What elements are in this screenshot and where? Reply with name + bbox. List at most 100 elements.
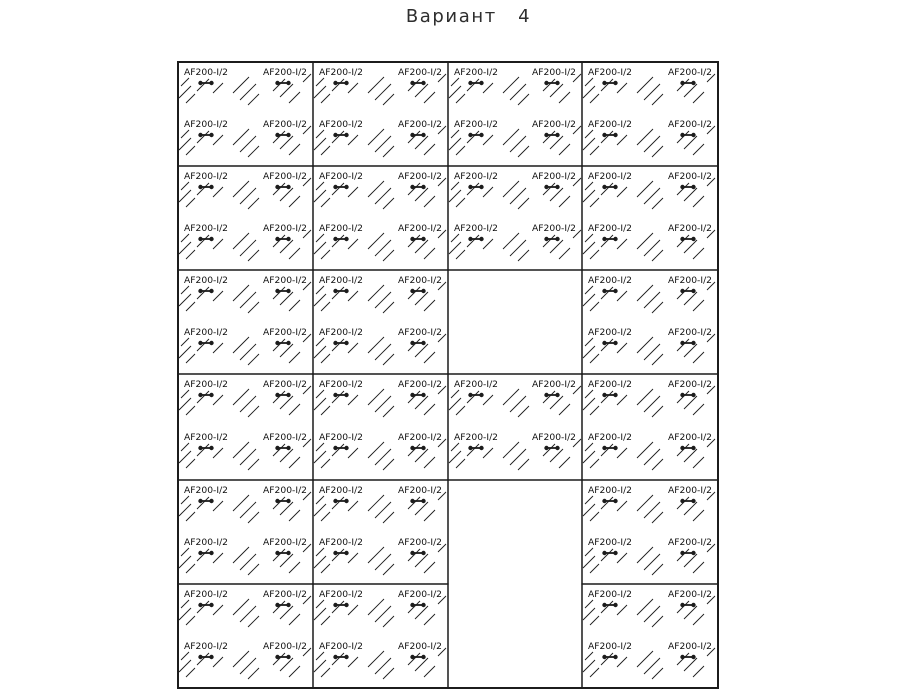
hatch-group <box>448 385 582 418</box>
luminaire-icon <box>333 288 349 294</box>
hatch-line <box>288 299 301 312</box>
hatch-line <box>279 395 294 410</box>
fixture-label: AF200-I/2 <box>263 538 307 548</box>
hatch-line <box>320 615 331 626</box>
hatch-line <box>239 291 257 309</box>
luminaire-icon <box>410 340 426 346</box>
hatch-line <box>542 182 556 196</box>
hatch-line <box>502 76 520 94</box>
hatch-line <box>347 82 359 94</box>
hatch-line <box>414 448 429 463</box>
luminaire-dot <box>333 602 338 608</box>
hatch-line <box>279 553 294 568</box>
hatch-line <box>374 343 392 361</box>
hatch-line <box>692 613 705 626</box>
hatch-line <box>272 548 286 562</box>
hatch-line <box>437 543 447 553</box>
luminaire-dot <box>410 654 415 660</box>
luminaire-dot <box>602 602 607 608</box>
hatch-line <box>683 605 698 620</box>
hatch-line <box>178 189 192 203</box>
hatch-line <box>247 563 260 576</box>
hatch-line <box>414 187 429 202</box>
luminaire-icon <box>198 392 214 398</box>
hatch-line <box>509 448 527 466</box>
hatch-line <box>616 342 628 354</box>
luminaire-icon <box>468 80 484 86</box>
luminaire-dot <box>410 392 415 398</box>
hatch-line <box>706 543 716 553</box>
hatch-line <box>247 197 260 210</box>
hatch-line <box>185 301 196 312</box>
hatch-line <box>600 390 614 404</box>
hatch-line <box>616 656 628 668</box>
hatch-group <box>178 438 312 471</box>
hatch-line <box>374 187 392 205</box>
hatch-line <box>502 388 520 406</box>
hatch-line <box>315 233 325 243</box>
hatch-line <box>178 450 192 464</box>
luminaire-icon <box>544 445 560 451</box>
hatch-line <box>185 615 196 626</box>
hatch-line <box>589 405 600 416</box>
hatch-line <box>247 301 260 314</box>
hatch-line <box>423 403 436 416</box>
luminaire-dot <box>691 392 696 398</box>
luminaire-dot <box>544 445 549 451</box>
luminaire-dot <box>691 498 696 504</box>
room-unit: AF200-I/2 AF200-I/2 <box>582 276 716 314</box>
luminaire-icon <box>275 392 291 398</box>
fixture-label: AF200-I/2 <box>319 590 363 600</box>
hatch-line <box>636 650 654 668</box>
hatch-line <box>455 93 466 104</box>
luminaire-dot <box>286 654 291 660</box>
hatch-line <box>180 547 190 557</box>
hatch-line <box>651 249 664 262</box>
hatch-line <box>180 389 190 399</box>
luminaire-icon <box>333 498 349 504</box>
hatch-line <box>616 394 628 406</box>
hatch-line <box>448 85 462 99</box>
room-unit: AF200-I/2 AF200-I/2 <box>178 590 312 628</box>
hatch-line <box>382 458 395 471</box>
luminaire-icon <box>198 550 214 556</box>
hatch-line <box>374 501 392 519</box>
luminaire-dot <box>198 132 203 138</box>
hatch-line <box>482 134 494 146</box>
luminaire-icon <box>680 550 696 556</box>
hatch-line <box>423 91 436 104</box>
luminaire-icon <box>198 132 214 138</box>
hatch-line <box>589 458 600 469</box>
luminaire-dot <box>602 288 607 294</box>
luminaire-dot <box>613 392 618 398</box>
hatch-line <box>636 284 654 302</box>
hatch-line <box>683 135 698 150</box>
luminaire-icon <box>275 498 291 504</box>
luminaire-dot <box>209 236 214 242</box>
luminaire-dot <box>209 288 214 294</box>
hatch-line <box>542 78 556 92</box>
hatch-line <box>683 291 698 306</box>
hatch-line <box>178 659 192 673</box>
luminaire-icon <box>198 288 214 294</box>
luminaire-icon <box>410 236 426 242</box>
hatch-line <box>382 615 395 628</box>
luminaire-dot <box>691 550 696 556</box>
hatch-line <box>212 552 224 564</box>
fixture-label: AF200-I/2 <box>184 380 228 390</box>
luminaire-dot <box>410 184 415 190</box>
hatch-line <box>636 76 654 94</box>
hatch-group <box>178 125 312 158</box>
hatch-line <box>584 77 594 87</box>
hatch-line <box>178 241 192 255</box>
fixture-label: AF200-I/2 <box>319 276 363 286</box>
hatch-line <box>279 343 294 358</box>
luminaire-icon <box>468 236 484 242</box>
hatch-line <box>302 385 312 395</box>
hatch-group <box>582 438 716 471</box>
hatch-line <box>558 143 571 156</box>
room-unit: AF200-I/2 AF200-I/2 <box>313 328 447 366</box>
hatch-line <box>414 657 429 672</box>
